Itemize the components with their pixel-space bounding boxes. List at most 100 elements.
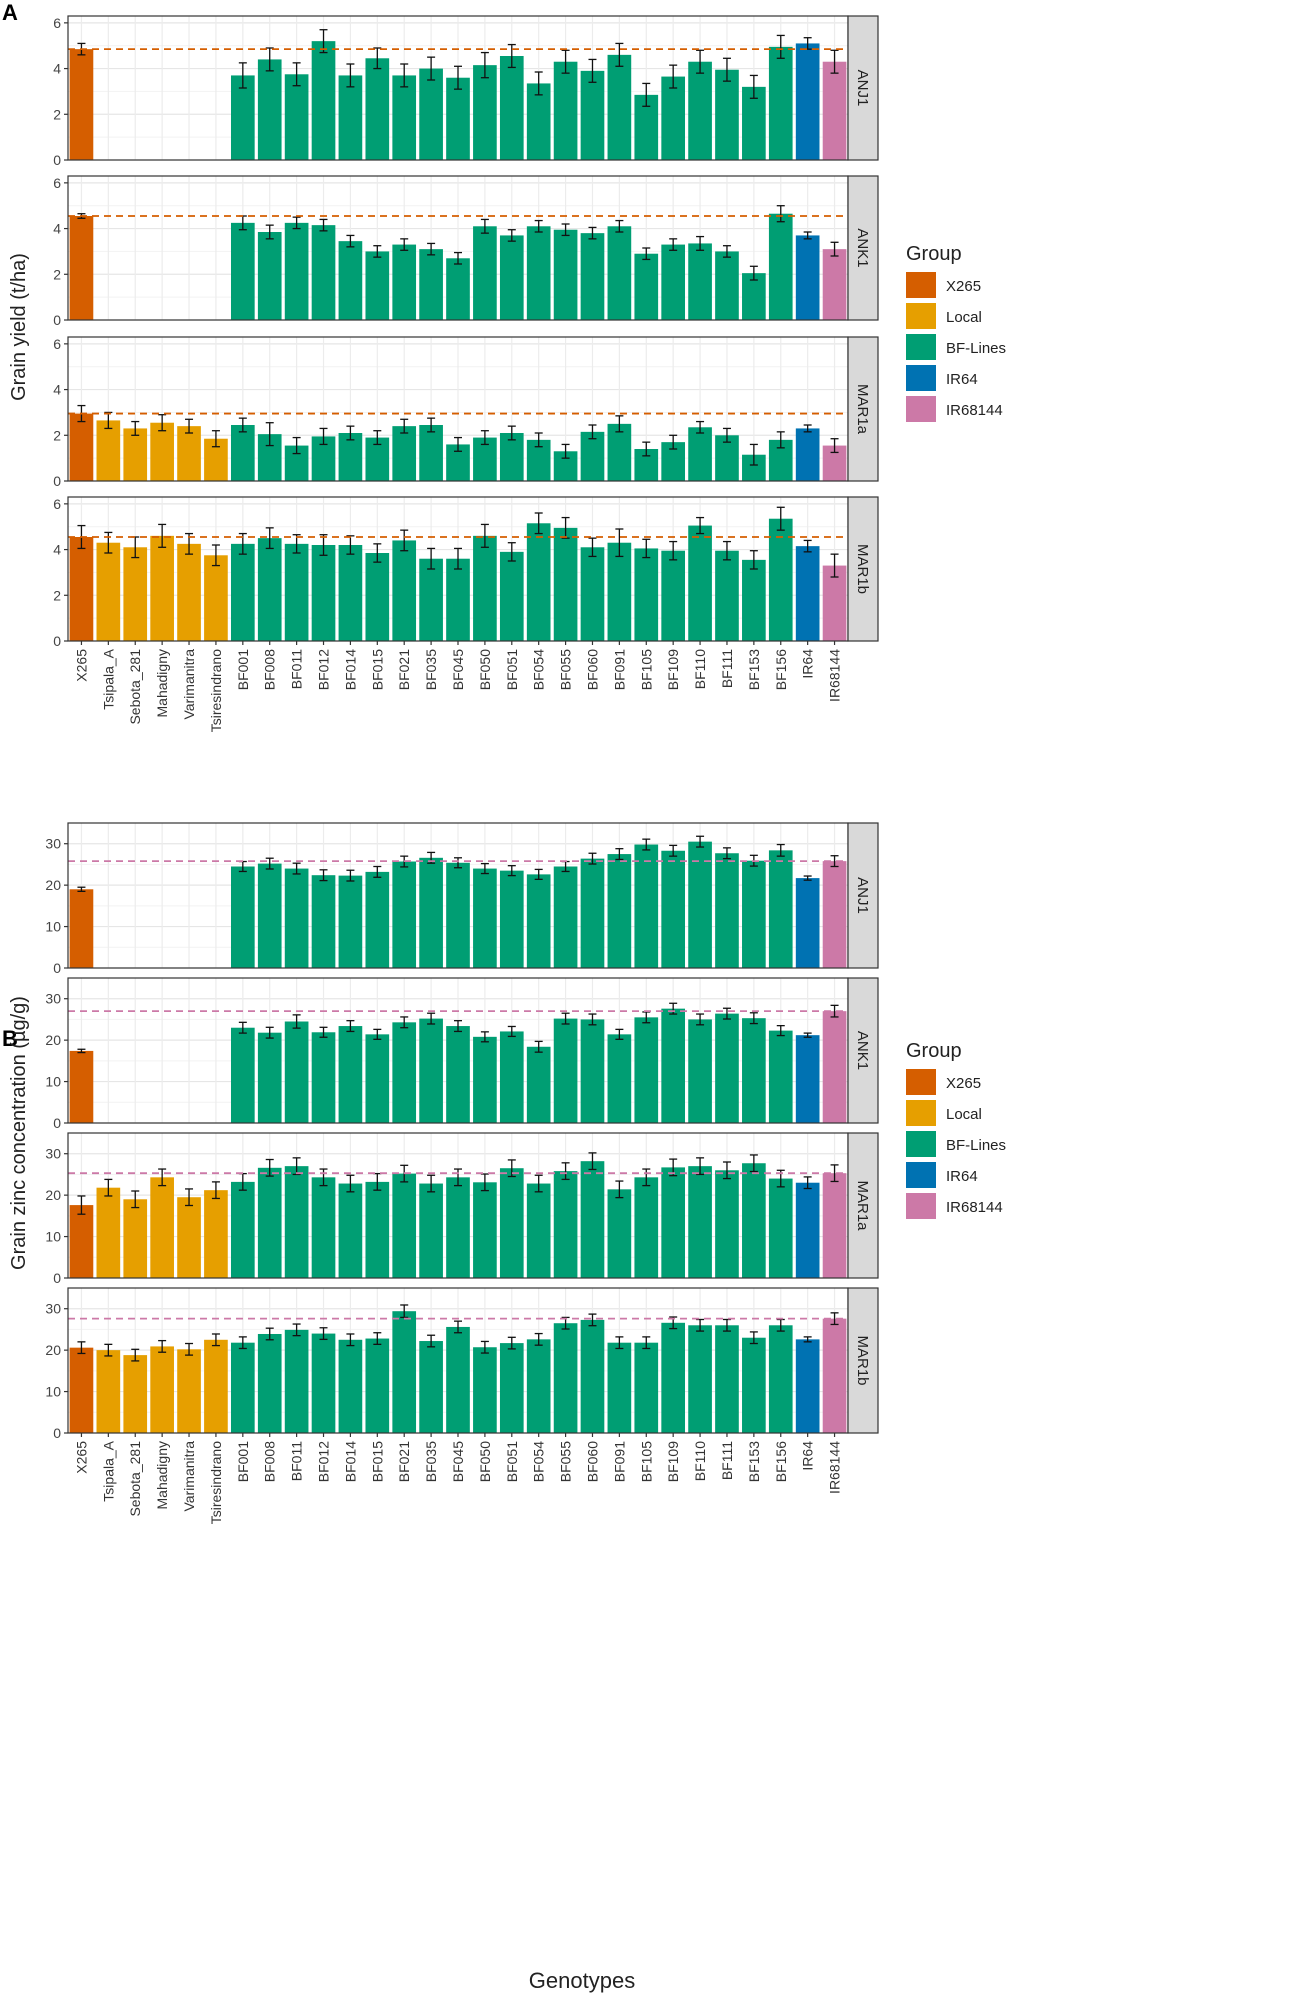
bar-ank1-bf051	[499, 235, 524, 320]
x-tick-label-varimanitra: Varimanitra	[181, 649, 197, 720]
bar-mar1a-tsipala_a	[96, 1187, 121, 1278]
bar-anj1-bf001	[230, 75, 255, 160]
bar-ank1-bf153	[742, 273, 766, 320]
x-tick-label-ir68144: IR68144	[827, 649, 843, 702]
error-bar-mar1a-bf109	[669, 434, 678, 450]
error-bar-anj1-bf015	[373, 47, 382, 70]
error-bar-ank1-bf008	[265, 1026, 274, 1039]
error-bar-mar1a-bf014	[346, 425, 355, 441]
y-tick-label: 30	[45, 1146, 61, 1162]
error-bar-anj1-bf091	[615, 848, 624, 861]
y-tick-label: 10	[45, 1074, 61, 1090]
bar-mar1b-bf015	[365, 1338, 390, 1433]
x-tick-label-bf054: BF054	[531, 649, 547, 690]
error-bar-ank1-bf008	[265, 224, 274, 240]
error-bar-anj1-bf109	[669, 844, 678, 857]
chart-b: 0 10 20 30 ANJ1 0 10 20 30 ANK1 0 10 20 30 MAR1a 0 10 20 3…	[8, 822, 1006, 1524]
error-bar-ank1-bf015	[373, 245, 382, 258]
legend-item-x265: X265	[906, 1069, 981, 1095]
bar-mar1a-bf091	[607, 1189, 632, 1278]
bar-mar1a-bf153	[742, 1163, 766, 1278]
bar-mar1a-bf054	[526, 439, 551, 481]
bar-mar1b-x265	[69, 1347, 94, 1433]
bar-mar1a-bf045	[446, 444, 470, 481]
bar-ank1-bf008	[257, 232, 282, 320]
bar-mar1a-bf055	[553, 1171, 578, 1278]
bar-mar1b-tsipala_a	[96, 542, 121, 641]
error-bar-anj1-bf111	[722, 847, 731, 860]
x-tick-label-bf014: BF014	[342, 649, 358, 690]
bar-anj1-bf035	[419, 857, 443, 968]
error-bar-mar1b-bf012	[319, 534, 328, 556]
error-bar-mar1b-bf050	[480, 1340, 489, 1354]
bar-mar1b-bf001	[230, 543, 255, 641]
error-bar-mar1a-bf035	[427, 1174, 436, 1193]
facet-strip	[847, 1287, 879, 1434]
bar-mar1a-tsipala_a	[96, 420, 121, 481]
bar-mar1b-bf105	[634, 548, 659, 641]
y-tick-label: 20	[45, 1187, 61, 1203]
error-bar-mar1b-tsipala_a	[104, 531, 113, 554]
bar-anj1-bf091	[607, 54, 632, 160]
error-bar-ank1-bf001	[238, 1021, 247, 1034]
bar-mar1a-sebota_281	[123, 1199, 148, 1278]
bar-anj1-bf109	[661, 76, 686, 160]
bar-mar1b-varimanitra	[177, 543, 201, 641]
bar-anj1-bf001	[230, 866, 255, 968]
y-tick-label: 20	[45, 877, 61, 893]
bar-anj1-bf035	[419, 68, 443, 160]
bar-anj1-ir64	[795, 43, 820, 160]
x-tick-label-bf051: BF051	[504, 1441, 520, 1482]
error-bar-mar1a-varimanitra	[185, 418, 194, 434]
x-tick-label-bf008: BF008	[262, 1441, 278, 1482]
error-bar-anj1-bf045	[454, 65, 462, 90]
facet-strip	[847, 496, 879, 642]
facet-strip-label: MAR1b	[854, 1335, 871, 1385]
error-bar-ank1-bf021	[400, 1016, 409, 1029]
legend: Group X265 Local BF-Lines IR64 IR68144	[906, 243, 1006, 422]
error-bar-mar1a-varimanitra	[185, 1188, 194, 1207]
bar-ank1-bf015	[365, 251, 390, 320]
legend-swatch	[906, 365, 936, 391]
bar-ank1-bf014	[338, 1026, 363, 1123]
error-bar-anj1-bf011	[292, 862, 301, 875]
error-bar-ank1-bf014	[346, 234, 355, 248]
bar-anj1-ir68144	[822, 61, 847, 160]
x-tick-label-bf060: BF060	[584, 649, 600, 690]
bar-ank1-bf035	[419, 249, 443, 320]
x-axis-title: Genotypes	[529, 1968, 635, 1993]
legend-item-ir68144: IR68144	[906, 1193, 1003, 1219]
bar-mar1a-bf035	[419, 425, 443, 481]
error-bar-ank1-bf060	[588, 1013, 597, 1026]
error-bar-mar1b-tsipala_a	[104, 1343, 113, 1357]
error-bar-mar1a-bf021	[400, 418, 409, 434]
error-bar-mar1a-bf045	[454, 1168, 462, 1187]
bar-mar1b-mahadigny	[150, 535, 174, 641]
error-bar-mar1b-tsiresindrano	[211, 544, 220, 567]
error-bar-mar1b-bf001	[238, 1336, 247, 1350]
error-bar-mar1b-bf015	[373, 1332, 382, 1345]
bar-ank1-bf011	[284, 1021, 309, 1123]
error-bar-mar1a-bf055	[561, 1162, 570, 1181]
error-bar-mar1a-bf051	[507, 425, 516, 441]
bar-mar1a-bf111	[715, 1170, 739, 1278]
legend-swatch	[906, 1162, 936, 1188]
bar-ank1-bf111	[715, 1013, 739, 1123]
bar-ank1-bf110	[688, 243, 712, 320]
error-bar-mar1b-bf008	[265, 1327, 274, 1341]
error-bar-anj1-bf156	[776, 34, 785, 59]
error-bar-ank1-bf054	[534, 219, 543, 233]
y-tick-label: 0	[53, 473, 61, 489]
error-bar-anj1-bf051	[507, 43, 516, 69]
error-bar-mar1a-tsiresindrano	[211, 1181, 220, 1200]
error-bar-mar1b-bf045	[454, 1320, 462, 1334]
error-bar-mar1a-x265	[77, 1195, 86, 1215]
error-bar-anj1-bf109	[669, 64, 678, 89]
bar-mar1a-bf091	[607, 423, 632, 481]
bar-anj1-bf153	[742, 86, 766, 160]
bar-ank1-x265	[69, 216, 94, 320]
bar-anj1-bf008	[257, 59, 282, 160]
bar-anj1-bf110	[688, 61, 712, 160]
bar-anj1-bf012	[311, 41, 336, 161]
